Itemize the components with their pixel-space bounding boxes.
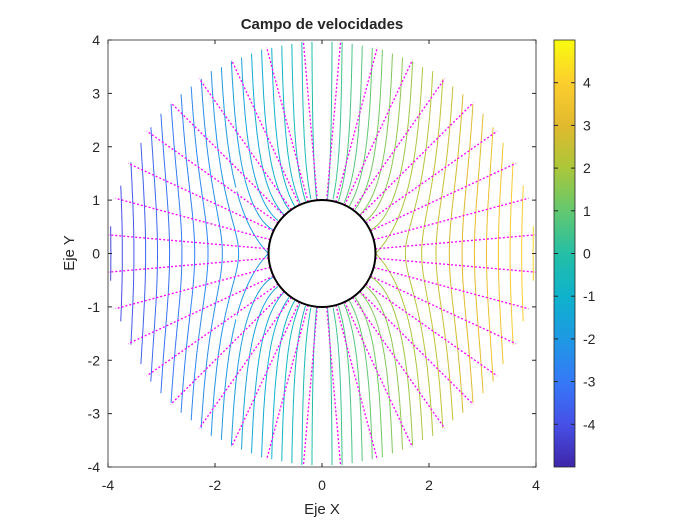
radial-streamline [303, 41, 317, 201]
colorbar-tick-label: 0 [583, 246, 591, 262]
radial-streamline [303, 307, 317, 467]
y-tick-label: 2 [92, 139, 100, 155]
x-tick-label: 4 [532, 477, 540, 493]
colorbar-tick-label: 3 [583, 117, 591, 133]
contour-line [474, 114, 483, 393]
y-tick-label: 4 [92, 32, 100, 48]
contour-line [131, 162, 134, 344]
contour-line [510, 162, 513, 344]
contour-line [405, 71, 432, 436]
contour-line [221, 67, 267, 440]
contour-line [498, 143, 503, 364]
colorbar-tick-label: -4 [583, 416, 596, 432]
contour-line [231, 61, 273, 445]
radial-streamline [109, 235, 269, 249]
x-axis-label: Eje X [304, 501, 340, 518]
colorbar: -4 -3 -2 -1 0 1 2 3 4 [554, 40, 596, 467]
x-tick-label: 0 [318, 477, 326, 493]
contour-line [141, 143, 146, 364]
radial-streamline [109, 258, 269, 272]
chart-title: Campo de velocidades [241, 16, 404, 33]
radial-streamline [345, 302, 413, 447]
contour-line [371, 61, 413, 445]
radial-streamline [232, 302, 300, 447]
colorbar-tick-label: 1 [583, 203, 591, 219]
colorbar-tick-label: -2 [583, 331, 596, 347]
contour-line [181, 94, 195, 412]
contour-line [161, 114, 170, 393]
radial-streamline [375, 258, 535, 272]
radial-streamline [360, 291, 473, 404]
contour-line [422, 79, 443, 428]
contour-line [487, 127, 494, 381]
contour-line [377, 67, 423, 440]
contour-line [121, 186, 123, 322]
y-tick-label: 1 [92, 192, 100, 208]
radial-streamline [345, 60, 413, 205]
colorbar-tick-label: -3 [583, 374, 596, 390]
x-tick-label: -2 [209, 477, 222, 493]
radial-streamline [327, 41, 341, 201]
y-tick-label: -2 [88, 352, 101, 368]
colorbar-tick-label: 2 [583, 160, 591, 176]
y-tick-label: -3 [88, 406, 101, 422]
contour-line [211, 71, 238, 436]
radial-streamline [232, 60, 300, 205]
radial-streamline [327, 307, 341, 467]
x-tick-label: 2 [425, 477, 433, 493]
x-tick-label: -4 [102, 477, 115, 493]
y-tick-label: 3 [92, 85, 100, 101]
colorbar-tick-label: 4 [583, 75, 591, 91]
cylinder-circle [269, 200, 376, 307]
colorbar-tick-label: -1 [583, 288, 596, 304]
contour-line [522, 186, 524, 322]
y-tick-label: -4 [88, 459, 101, 475]
contour-line [449, 94, 463, 412]
radial-streamline [171, 103, 284, 216]
y-axis-label: Eje Y [61, 235, 78, 271]
contour-line [201, 79, 222, 428]
contour-line [151, 127, 158, 381]
y-tick-label: -1 [88, 299, 101, 315]
radial-streamline [375, 235, 535, 249]
radial-streamline [171, 291, 284, 404]
y-tick-label: 0 [92, 246, 100, 262]
radial-streamline [360, 103, 473, 216]
